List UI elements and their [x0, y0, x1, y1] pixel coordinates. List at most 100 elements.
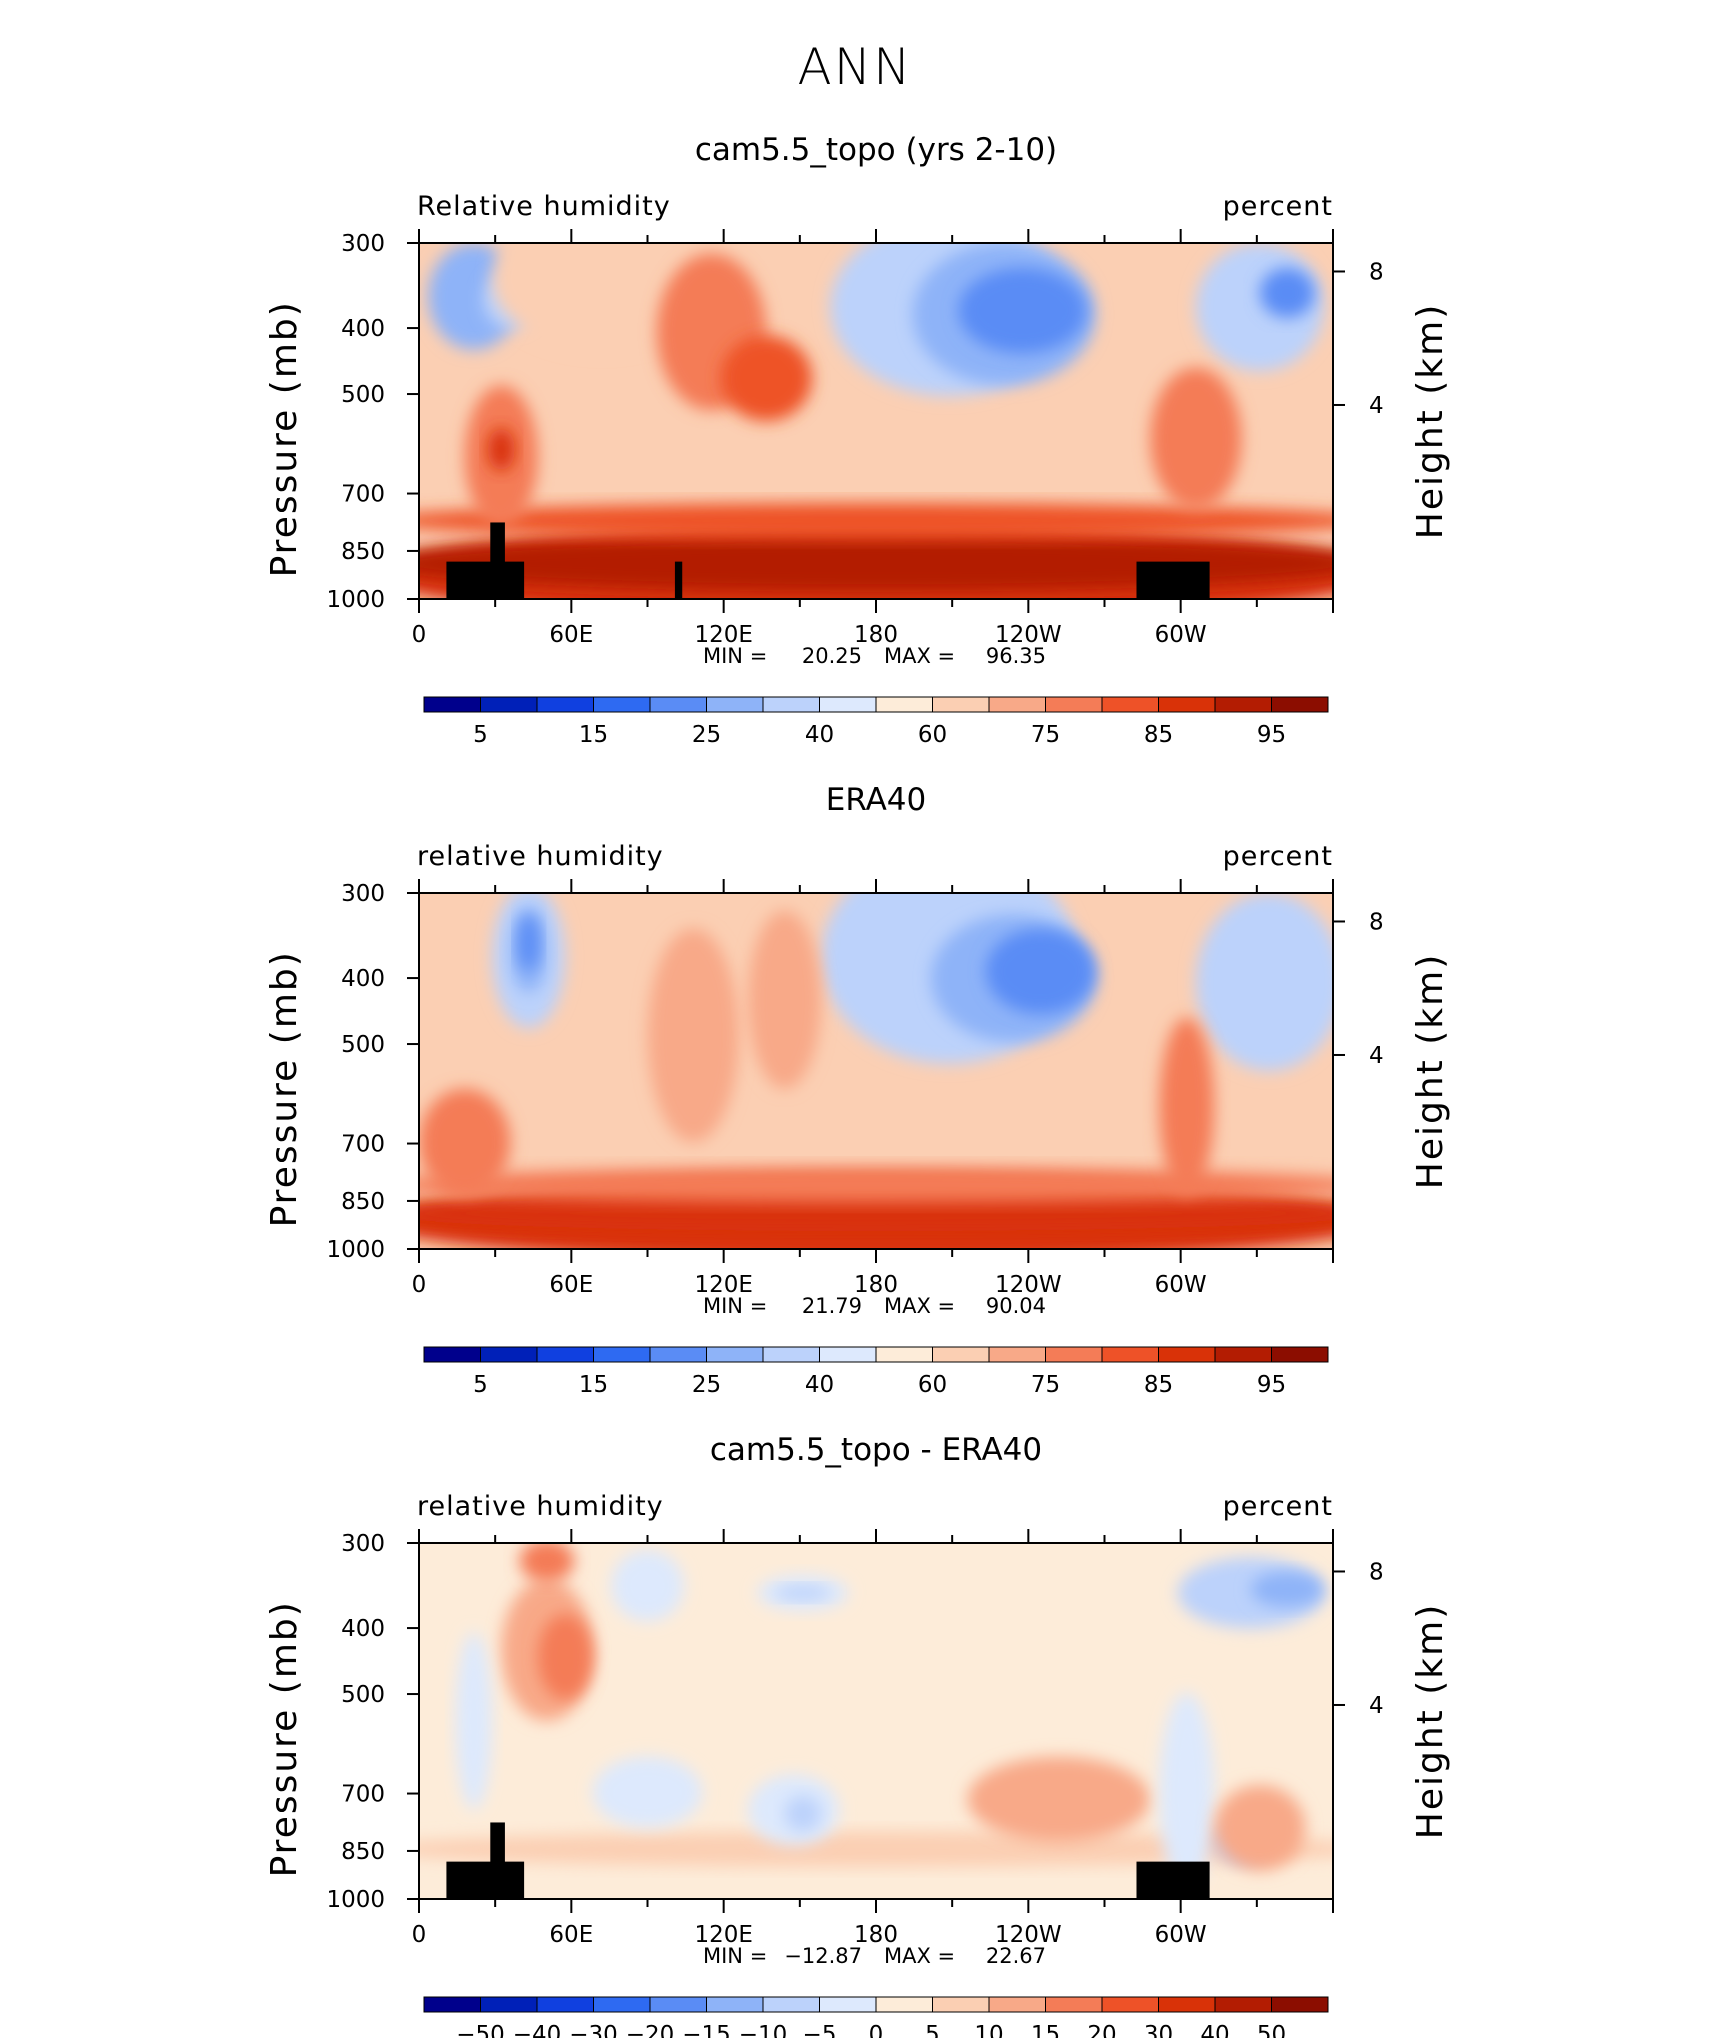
contour-region-10 [419, 1088, 511, 1196]
colorbar-swatch [1101, 1346, 1159, 1363]
colorbar-label: 5 [473, 1372, 488, 1398]
x-tick-label: 120E [694, 1922, 752, 1948]
x-tick-label: 60E [549, 1272, 593, 1298]
chart-panel-2: ERA40 relative humidity percent 0 60E 120E 180… [264, 782, 1451, 1398]
colorbar-swatch [706, 696, 764, 713]
colorbar-label: 60 [918, 722, 947, 748]
x-tick-label: 180 [854, 622, 898, 648]
colorbar-label: 95 [1257, 1372, 1286, 1398]
min-value: 21.79 [802, 1294, 862, 1318]
max-label: MAX = [884, 1944, 955, 1968]
max-value: 90.04 [986, 1294, 1046, 1318]
colorbar-label: 40 [805, 722, 834, 748]
contour-band-2 [419, 1195, 1333, 1232]
colorbar-swatch [1158, 1346, 1216, 1363]
x-tick-label: 120E [694, 1272, 752, 1298]
y-tick-label: 700 [341, 1782, 385, 1808]
contour-region-13 [1159, 1692, 1215, 1892]
colorbar: −50 −40 −30 −20 −15 −10 −5 0 5 10 15 20 30 40 50 [423, 1996, 1329, 2038]
max-label: MAX = [884, 644, 955, 668]
contour-region-4 [610, 1550, 685, 1622]
colorbar-swatch [932, 696, 990, 713]
contour-region-10 [1259, 267, 1315, 318]
colorbar-label: −50 [456, 2022, 505, 2038]
contour-region-12 [487, 428, 515, 471]
y-tick-right-label: 4 [1369, 1043, 1384, 1069]
y-tick-label: 500 [341, 1682, 385, 1708]
colorbar-label: 20 [1087, 2022, 1116, 2038]
colorbar-label: 25 [692, 722, 721, 748]
x-tick-label: 0 [412, 1272, 427, 1298]
colorbar-swatch [480, 1346, 538, 1363]
colorbar-swatch [1045, 696, 1103, 713]
contour-field [419, 243, 1333, 599]
topography-block [674, 561, 683, 599]
colorbar-swatch [988, 1996, 1046, 2013]
colorbar-swatch [1045, 1996, 1103, 2013]
max-value: 96.35 [986, 644, 1046, 668]
y-axis-title-right: Height (km) [1410, 953, 1451, 1189]
y-axis-title-right: Height (km) [1410, 303, 1451, 539]
colorbar-swatch [1045, 1346, 1103, 1363]
y-tick-right-label: 4 [1369, 393, 1384, 419]
contour-region-9 [748, 910, 822, 1089]
colorbar-swatch [762, 1996, 820, 2013]
contour-region-15 [1214, 1785, 1306, 1871]
colorbar-label: −5 [803, 2022, 837, 2038]
y-tick-label: 300 [341, 1531, 385, 1557]
min-label: MIN = [703, 1294, 767, 1318]
contour-region-2 [537, 1614, 593, 1700]
units-label: percent [1223, 1491, 1333, 1522]
colorbar-label: 40 [1200, 2022, 1229, 2038]
y-tick-label: 700 [341, 482, 385, 508]
colorbar-swatch [1271, 1996, 1329, 2013]
chart-panel-3: cam5.5_topo - ERA40 relative humidity perc… [264, 1432, 1451, 2038]
colorbar-swatch [1158, 696, 1216, 713]
y-tick-label: 500 [341, 382, 385, 408]
colorbar-swatch [649, 1996, 707, 2013]
figure-title: ANN [797, 38, 913, 96]
topography-mask [446, 1822, 1210, 1899]
colorbar-swatch [1214, 1346, 1272, 1363]
colorbar-swatch [1101, 1996, 1159, 2013]
colorbar-swatch [875, 1346, 933, 1363]
x-tick-label: 180 [854, 1922, 898, 1948]
x-tick-label: 120W [995, 622, 1062, 648]
colorbar-swatch [593, 696, 651, 713]
contour-region-11 [784, 1795, 822, 1832]
contour-region-8 [647, 928, 739, 1143]
y-tick-label: 1000 [326, 1887, 385, 1913]
colorbar-swatch [649, 1346, 707, 1363]
contour-region-7 [1195, 893, 1333, 1071]
contour-band-3 [419, 1167, 1333, 1203]
colorbar-label: 5 [473, 722, 488, 748]
colorbar-label: 15 [579, 722, 608, 748]
contour-band-1 [419, 1831, 1333, 1867]
contour-region-6 [985, 928, 1096, 1015]
y-tick-label: 1000 [326, 587, 385, 613]
topography-block [446, 1861, 525, 1899]
colorbar-swatch [1271, 1346, 1329, 1363]
max-value: 22.67 [986, 1944, 1046, 1968]
y-tick-label: 300 [341, 881, 385, 907]
topography-block [446, 561, 525, 599]
colorbar-swatch [536, 1346, 594, 1363]
x-tick-label: 60E [549, 622, 593, 648]
panel-title: ERA40 [826, 782, 927, 818]
x-tick-label: 0 [412, 622, 427, 648]
colorbar-label: 60 [918, 1372, 947, 1398]
colorbar-label: 10 [974, 2022, 1003, 2038]
colorbar-swatch [932, 1346, 990, 1363]
colorbar-label: −15 [682, 2022, 731, 2038]
topography-block [1136, 1861, 1210, 1899]
colorbar-swatch [988, 696, 1046, 713]
variable-label: relative humidity [417, 1491, 664, 1522]
y-tick-label: 500 [341, 1032, 385, 1058]
colorbar-swatch [932, 1996, 990, 2013]
x-tick-label: 120W [995, 1272, 1062, 1298]
variable-label: Relative humidity [417, 191, 671, 222]
colorbar-swatch [819, 696, 877, 713]
y-tick-label: 850 [341, 539, 385, 565]
colorbar-label: 95 [1257, 722, 1286, 748]
colorbar-swatch [819, 1996, 877, 2013]
